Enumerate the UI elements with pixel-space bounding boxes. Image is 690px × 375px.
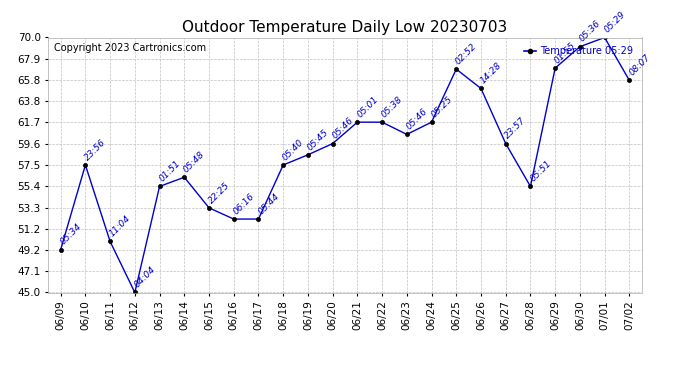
Text: 05:44: 05:44: [256, 192, 281, 216]
Text: 01:51: 01:51: [157, 159, 182, 184]
Text: 05:25: 05:25: [429, 94, 454, 119]
Text: Copyright 2023 Cartronics.com: Copyright 2023 Cartronics.com: [55, 43, 206, 52]
Text: 05:34: 05:34: [59, 222, 83, 247]
Text: 22:25: 22:25: [207, 180, 232, 205]
Text: 05:40: 05:40: [281, 138, 306, 162]
Text: 06:16: 06:16: [232, 192, 256, 216]
Text: 05:38: 05:38: [380, 94, 404, 119]
Text: 23:57: 23:57: [504, 116, 529, 141]
Legend: Temperature 05:29: Temperature 05:29: [520, 42, 637, 60]
Text: 05:45: 05:45: [306, 127, 331, 152]
Text: 05:46: 05:46: [331, 116, 355, 141]
Text: 04:04: 04:04: [132, 265, 157, 290]
Text: 08:07: 08:07: [627, 53, 652, 78]
Text: 05:51: 05:51: [529, 159, 553, 184]
Text: 11:04: 11:04: [108, 214, 132, 239]
Text: 05:46: 05:46: [404, 107, 429, 132]
Text: 05:01: 05:01: [355, 94, 380, 119]
Text: 14:28: 14:28: [479, 61, 504, 86]
Text: 02:52: 02:52: [454, 42, 479, 66]
Text: 05:48: 05:48: [182, 150, 207, 174]
Text: 05:29: 05:29: [602, 10, 627, 35]
Text: 05:36: 05:36: [578, 19, 602, 44]
Text: 23:56: 23:56: [83, 138, 108, 162]
Text: 01:55: 01:55: [553, 40, 578, 65]
Title: Outdoor Temperature Daily Low 20230703: Outdoor Temperature Daily Low 20230703: [182, 20, 508, 35]
